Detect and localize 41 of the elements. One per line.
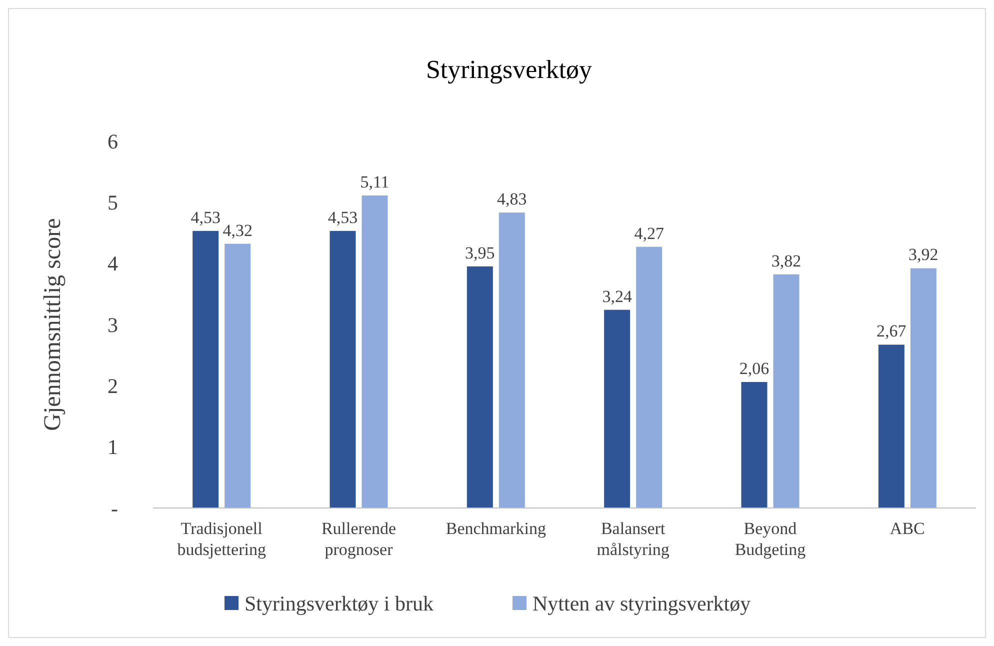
- y-tick-label: 1: [108, 435, 118, 460]
- y-tick-label: 6: [108, 129, 118, 154]
- data-label: 3,82: [771, 251, 802, 270]
- chart-title: Styringsverktøy: [426, 55, 592, 84]
- y-tick-label: 4: [108, 252, 118, 276]
- y-tick-label: 5: [108, 190, 118, 215]
- data-label: 5,11: [360, 172, 390, 192]
- data-label: 3,92: [908, 245, 938, 264]
- bar: [910, 268, 936, 508]
- bar: [878, 344, 904, 508]
- legend-label: Styringsverktøy i bruk: [244, 591, 434, 616]
- bar: [362, 195, 388, 508]
- y-axis-title: Gjennomsnittlig score: [40, 218, 66, 431]
- data-label: 4,53: [190, 208, 220, 227]
- legend-label: Nytten av styringsverktøy: [532, 591, 752, 616]
- data-label: 4,53: [328, 208, 358, 227]
- y-tick-label: 2: [108, 374, 118, 398]
- x-tick-label: ABC: [890, 519, 925, 538]
- bar: [773, 274, 800, 508]
- bar: [466, 266, 493, 508]
- bar: [604, 310, 630, 508]
- bar: [498, 212, 525, 508]
- data-label: 4,32: [222, 220, 252, 240]
- data-label: 2,67: [876, 322, 907, 341]
- bar: [330, 230, 356, 508]
- data-label: 4,83: [497, 190, 527, 209]
- bar: [741, 382, 768, 508]
- x-tick-label: Beyond Budgeting: [734, 519, 806, 559]
- data-label: 3,24: [602, 286, 632, 306]
- bar: [192, 230, 219, 508]
- x-tick-label: Balansert målstyring: [596, 519, 670, 559]
- data-label: 4,27: [634, 224, 664, 243]
- data-label: 3,95: [465, 243, 495, 262]
- data-label: 2,06: [739, 358, 770, 378]
- x-tick-label: Rullerende prognoser: [321, 519, 396, 559]
- bar: [224, 244, 251, 508]
- bar: [636, 246, 662, 508]
- x-tick-label: Tradisjonell budsjettering: [177, 519, 266, 559]
- y-tick-label: 3: [108, 312, 118, 337]
- x-tick-label: Benchmarking: [446, 519, 546, 538]
- y-tick-label: -: [111, 496, 118, 520]
